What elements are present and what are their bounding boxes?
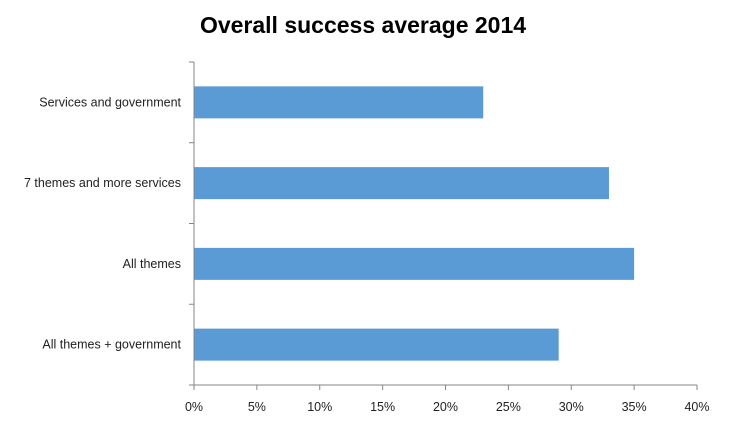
category-label: All themes + government — [42, 338, 181, 352]
chart-title: Overall success average 2014 — [199, 12, 527, 38]
bar — [194, 247, 635, 280]
x-tick-label: 20% — [433, 400, 458, 414]
x-tick-label: 5% — [248, 400, 266, 414]
x-tick-label: 15% — [370, 400, 395, 414]
x-tick-label: 35% — [622, 400, 647, 414]
bar — [194, 328, 559, 361]
category-label: Services and government — [39, 95, 181, 109]
x-tick-label: 0% — [185, 400, 203, 414]
x-tick-label: 10% — [307, 400, 332, 414]
x-tick-label: 40% — [684, 400, 709, 414]
bar — [194, 167, 609, 200]
x-tick-label: 25% — [496, 400, 521, 414]
bar — [194, 86, 484, 119]
x-tick-label: 30% — [559, 400, 584, 414]
category-label: All themes — [123, 257, 181, 271]
category-label: 7 themes and more services — [24, 176, 181, 190]
